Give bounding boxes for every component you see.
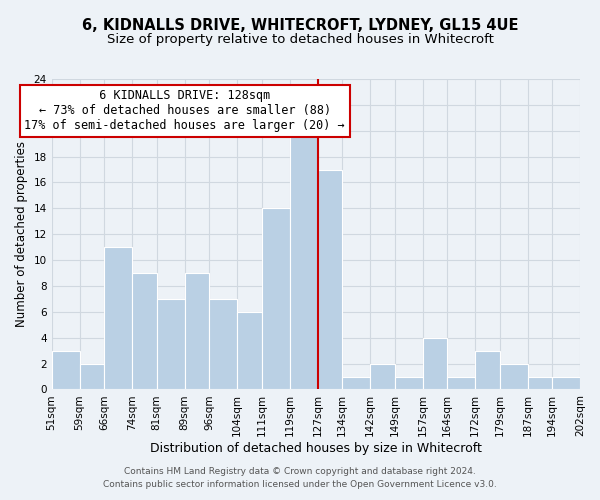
Bar xyxy=(500,364,527,390)
Bar xyxy=(80,364,104,390)
X-axis label: Distribution of detached houses by size in Whitecroft: Distribution of detached houses by size … xyxy=(150,442,482,455)
Bar xyxy=(290,130,317,390)
Bar xyxy=(237,312,262,390)
Bar xyxy=(395,376,422,390)
Bar xyxy=(132,273,157,390)
Bar xyxy=(447,376,475,390)
Bar xyxy=(342,376,370,390)
Bar xyxy=(262,208,290,390)
Bar xyxy=(370,364,395,390)
Bar xyxy=(527,376,552,390)
Bar xyxy=(317,170,342,390)
Bar xyxy=(157,299,185,390)
Text: 6 KIDNALLS DRIVE: 128sqm  
← 73% of detached houses are smaller (88)
17% of semi: 6 KIDNALLS DRIVE: 128sqm ← 73% of detach… xyxy=(25,90,345,132)
Bar xyxy=(185,273,209,390)
Text: Contains HM Land Registry data © Crown copyright and database right 2024.
Contai: Contains HM Land Registry data © Crown c… xyxy=(103,467,497,489)
Text: Size of property relative to detached houses in Whitecroft: Size of property relative to detached ho… xyxy=(107,32,493,46)
Bar xyxy=(52,350,80,390)
Bar xyxy=(475,350,500,390)
Bar xyxy=(209,299,237,390)
Bar xyxy=(422,338,447,390)
Bar xyxy=(104,247,132,390)
Text: 6, KIDNALLS DRIVE, WHITECROFT, LYDNEY, GL15 4UE: 6, KIDNALLS DRIVE, WHITECROFT, LYDNEY, G… xyxy=(82,18,518,32)
Bar xyxy=(552,376,580,390)
Y-axis label: Number of detached properties: Number of detached properties xyxy=(15,141,28,327)
